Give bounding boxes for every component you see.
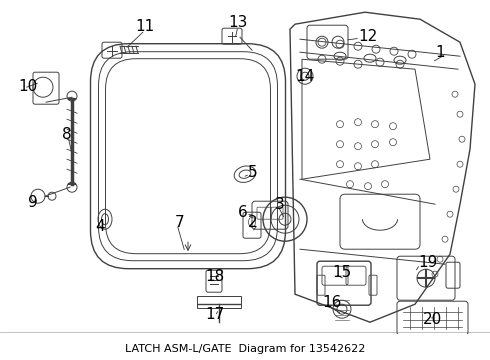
Text: 15: 15	[332, 265, 351, 280]
Text: 11: 11	[135, 19, 155, 34]
Text: 9: 9	[28, 195, 38, 210]
Text: 6: 6	[238, 205, 248, 220]
Text: LATCH ASM-L/GATE  Diagram for 13542622: LATCH ASM-L/GATE Diagram for 13542622	[125, 344, 365, 354]
Text: 19: 19	[418, 255, 438, 270]
Text: 2: 2	[248, 215, 258, 230]
Text: 18: 18	[205, 269, 224, 284]
Text: 8: 8	[62, 127, 72, 142]
Text: 1: 1	[435, 45, 444, 60]
Text: 16: 16	[322, 295, 342, 310]
Text: 3: 3	[275, 197, 285, 212]
Text: 20: 20	[422, 312, 441, 327]
Text: 4: 4	[95, 219, 105, 234]
Text: 7: 7	[175, 215, 185, 230]
Text: 17: 17	[205, 307, 224, 322]
Text: 12: 12	[358, 29, 377, 44]
Text: 14: 14	[295, 69, 314, 84]
Text: 5: 5	[248, 165, 258, 180]
Text: 13: 13	[228, 15, 247, 30]
Text: 10: 10	[18, 79, 37, 94]
